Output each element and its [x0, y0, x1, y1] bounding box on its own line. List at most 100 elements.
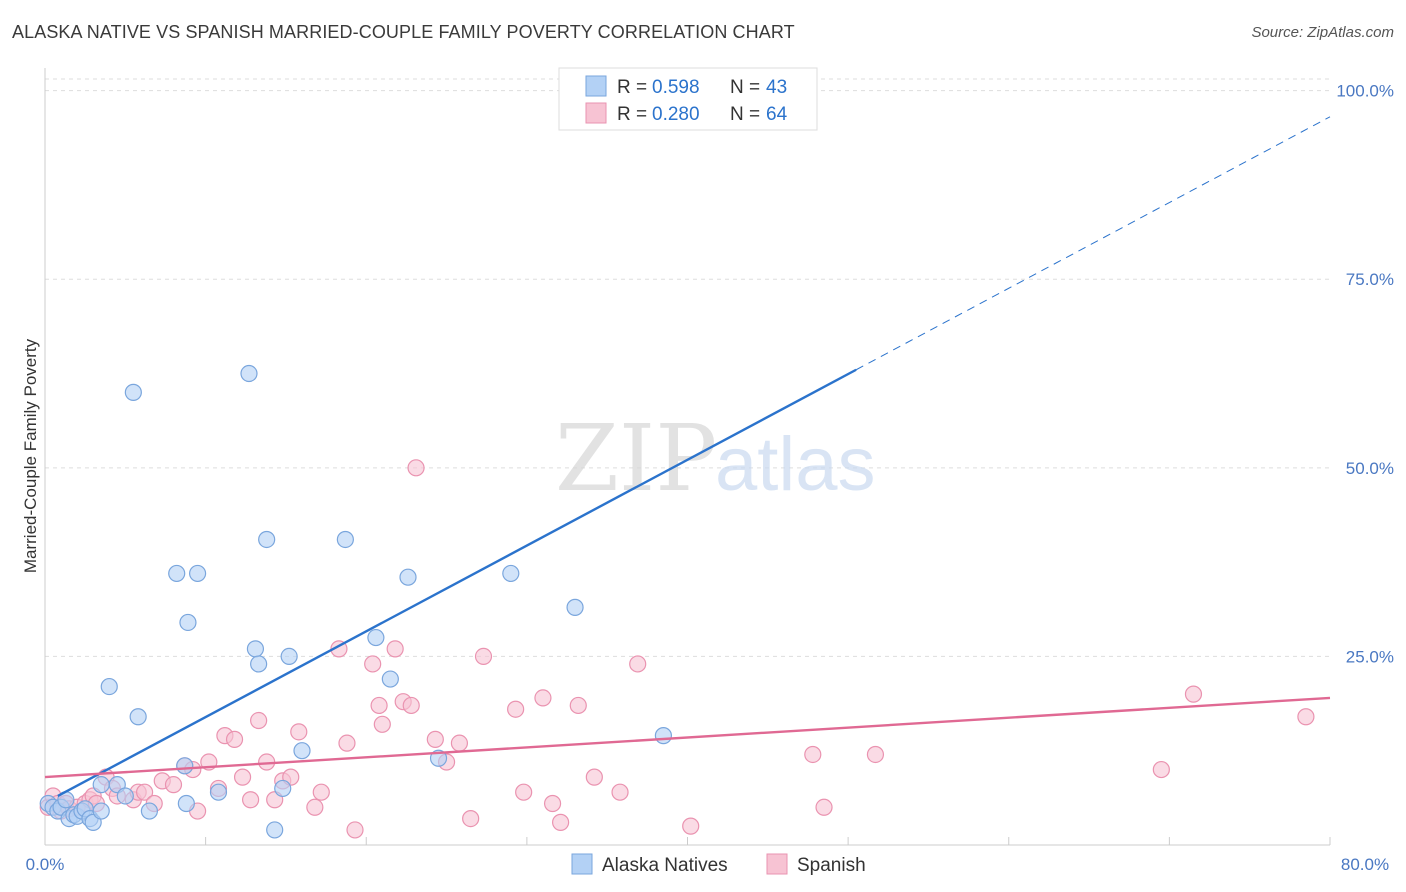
spanish-point [386, 640, 404, 658]
spanish-points [39, 459, 1315, 839]
legend-r-label-alaska: R = [617, 77, 647, 98]
spanish-point [450, 734, 469, 752]
spanish-point [346, 821, 364, 839]
spanish-point [815, 798, 833, 816]
alaska-natives-point [177, 794, 195, 813]
alaska-natives-point [188, 564, 207, 583]
alaska-natives-point [140, 802, 159, 820]
spanish-point [507, 700, 525, 718]
spanish-point [290, 723, 308, 741]
spanish-point [225, 730, 244, 748]
spanish-point [543, 794, 562, 813]
spanish-point [585, 768, 603, 786]
alaska-natives-point [246, 640, 265, 658]
legend-top: R = 0.598 N = 43 R = 0.280 N = 64 [558, 67, 818, 131]
spanish-point [534, 689, 552, 707]
alaska-natives-point [502, 564, 520, 583]
alaska-natives-trendline [57, 368, 857, 798]
alaska-natives-point [124, 383, 142, 401]
alaska-natives-points [39, 82, 793, 839]
spanish-point [804, 745, 822, 764]
spanish-point [364, 655, 382, 673]
spanish-point [629, 655, 647, 673]
legend-n-value-spanish: 64 [766, 104, 788, 125]
spanish-point [373, 715, 391, 733]
alaska-natives-point [381, 670, 399, 688]
spanish-point [866, 745, 885, 764]
legend-swatch-spanish [585, 102, 607, 124]
x-tick-label-max: 80.0% [1341, 855, 1389, 874]
spanish-point [233, 768, 252, 786]
spanish-point [242, 791, 260, 809]
spanish-point [370, 696, 388, 715]
spanish-point [312, 783, 330, 801]
legend-bottom-label-spanish: Spanish [797, 855, 866, 876]
alaska-natives-point [399, 568, 417, 586]
y-tick-labels: 25.0% 50.0% 75.0% 100.0% [1336, 82, 1394, 667]
legend-bottom: Alaska Natives Spanish [571, 853, 866, 876]
alaska-natives-point [654, 727, 673, 745]
spanish-point [682, 817, 700, 835]
spanish-point [515, 783, 533, 801]
y-axis-label: Married-Couple Family Poverty [21, 338, 40, 573]
watermark-zip: ZIP [555, 405, 717, 512]
y-tick-label: 25.0% [1346, 647, 1394, 666]
spanish-point [611, 783, 629, 801]
watermark-atlas: atlas [715, 422, 876, 507]
spanish-trendline [44, 696, 1331, 779]
spanish-point [462, 809, 480, 828]
alaska-natives-point [240, 364, 258, 383]
alaska-natives-point [100, 677, 118, 696]
x-tick-label-min: 0.0% [26, 855, 65, 874]
trend-lines [44, 116, 1331, 798]
legend-r-label-spanish: R = [617, 104, 647, 125]
alaska-natives-point [116, 787, 134, 805]
spanish-point [569, 696, 587, 715]
watermark: ZIP atlas [555, 405, 876, 512]
alaska-natives-point [209, 783, 228, 801]
alaska-natives-point [168, 564, 186, 583]
legend-bottom-swatch-spanish [766, 853, 788, 875]
legend-r-value-spanish: 0.280 [652, 104, 700, 125]
alaska-natives-point [176, 757, 194, 775]
alaska-natives-point [92, 802, 110, 820]
alaska-natives-point [179, 613, 197, 632]
alaska-natives-point [274, 779, 292, 798]
alaska-natives-point [367, 628, 385, 647]
alaska-natives-point [566, 598, 584, 616]
y-tick-label: 50.0% [1346, 459, 1394, 478]
spanish-point [135, 783, 154, 801]
spanish-point [426, 730, 444, 748]
spanish-point [407, 459, 425, 477]
alaska-natives-point [129, 708, 147, 726]
legend-n-value-alaska: 43 [766, 77, 787, 98]
alaska-natives-point [250, 655, 268, 673]
axes [44, 68, 1330, 846]
alaska-natives-point [280, 647, 298, 666]
alaska-natives-point [92, 776, 110, 794]
spanish-point [338, 734, 356, 752]
spanish-point [1152, 760, 1170, 779]
legend-swatch-alaska [585, 75, 607, 97]
alaska-natives-trendline-extension [855, 116, 1331, 371]
legend-bottom-swatch-alaska [571, 853, 593, 875]
alaska-natives-point [336, 530, 354, 549]
spanish-point [474, 647, 493, 666]
y-tick-label: 75.0% [1346, 270, 1394, 289]
legend-n-label-alaska: N = [730, 77, 760, 98]
alaska-natives-point [293, 742, 311, 760]
legend-n-label-spanish: N = [730, 104, 760, 125]
spanish-point [1184, 685, 1203, 703]
spanish-point [306, 798, 324, 816]
spanish-point [1297, 708, 1315, 726]
alaska-natives-point [266, 821, 284, 839]
alaska-natives-point [258, 530, 276, 549]
y-tick-label: 100.0% [1336, 82, 1394, 101]
spanish-point [250, 711, 268, 730]
chart-source: Source: ZipAtlas.com [1251, 24, 1394, 41]
spanish-point [552, 813, 570, 831]
legend-r-value-alaska: 0.598 [652, 77, 700, 98]
spanish-point [164, 776, 183, 794]
spanish-point [402, 696, 420, 715]
